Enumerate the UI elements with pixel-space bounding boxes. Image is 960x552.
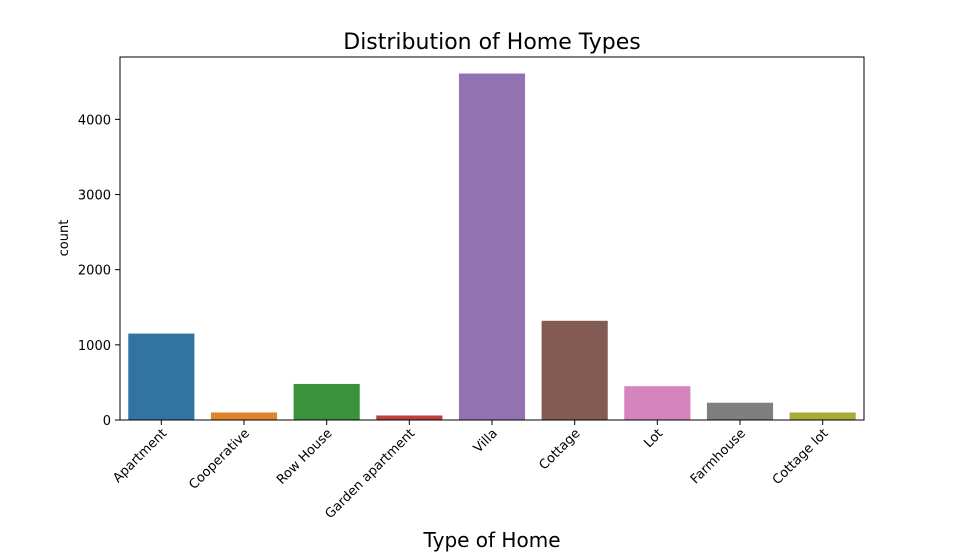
x-tick-label: Lot (641, 426, 666, 451)
y-tick-label: 1000 (78, 339, 111, 354)
bars-group (128, 73, 856, 420)
bar-row-house (293, 383, 360, 420)
plot-frame (119, 56, 865, 421)
x-tick-label: Apartment (110, 426, 170, 486)
bar-lot (624, 386, 691, 420)
x-tick-label: Garden apartment (322, 426, 418, 522)
chart-title: Distribution of Home Types (343, 30, 641, 55)
y-tick-label: 3000 (78, 189, 111, 204)
y-axis-label: count (57, 220, 72, 257)
x-tick-label: Farmhouse (688, 426, 749, 487)
y-tick-label: 4000 (78, 113, 111, 128)
x-tick-label: Cottage lot (770, 426, 832, 488)
bar-cooperative (210, 412, 278, 420)
bar-villa (458, 73, 526, 420)
y-axis-ticks: 0 1000 2000 3000 4000 (78, 113, 120, 429)
y-tick-label: 2000 (78, 264, 111, 279)
bar-apartment (128, 333, 195, 420)
bar-garden-apartment (376, 415, 443, 420)
bar-cottage-lot (789, 412, 856, 420)
x-axis-label: Type of Home (423, 528, 561, 552)
y-tick-label: 0 (103, 414, 111, 429)
x-tick-label: Cottage (537, 426, 584, 473)
x-tick-label: Villa (471, 426, 501, 456)
x-tick-label: Row House (274, 426, 335, 487)
bar-cottage (541, 320, 608, 420)
bar-farmhouse (706, 402, 774, 420)
x-tick-label: Cooperative (186, 426, 252, 492)
